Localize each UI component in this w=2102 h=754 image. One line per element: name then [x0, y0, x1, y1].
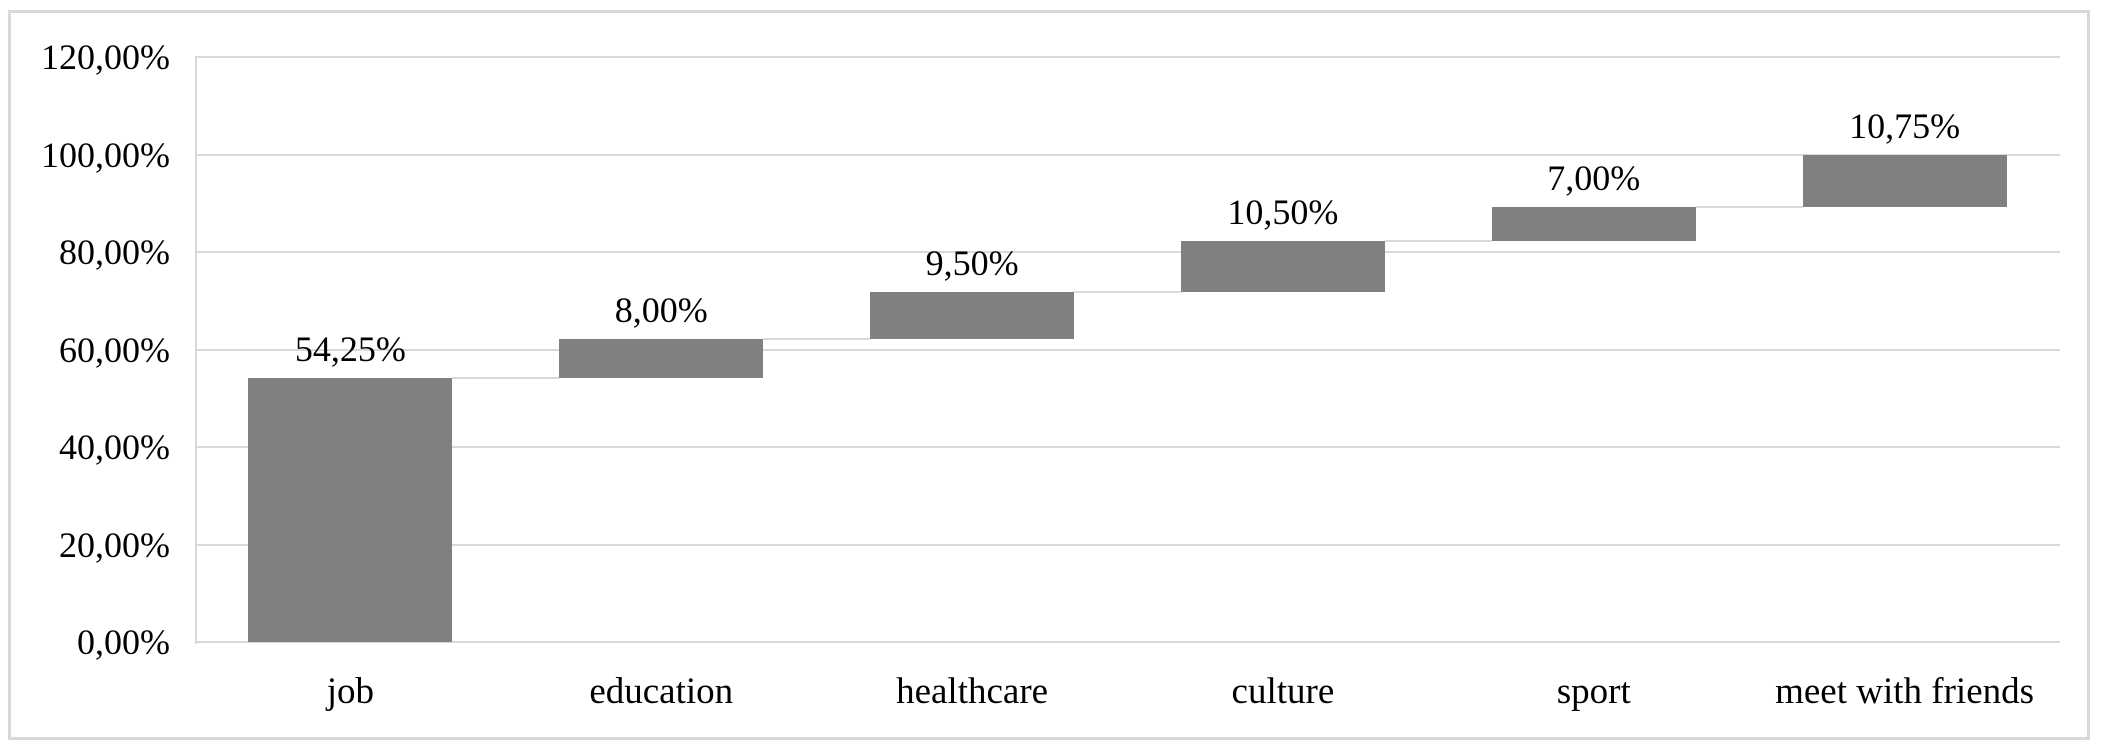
- waterfall-bar-meet-with-friends: [1802, 154, 2007, 207]
- connector-line: [763, 337, 871, 340]
- category-label: culture: [1231, 671, 1335, 712]
- gridline: [195, 543, 2060, 546]
- category-label: meet with friends: [1775, 671, 2035, 712]
- gridline: [195, 446, 2060, 448]
- connector-line: [452, 376, 560, 379]
- connector-line: [1384, 240, 1492, 243]
- category-label: education: [589, 671, 734, 712]
- y-tick-label: 60,00%: [59, 329, 170, 370]
- bar-data-label: 54,25%: [294, 328, 406, 369]
- bar-data-label: 9,50%: [925, 243, 1019, 284]
- gridline: [195, 251, 2060, 253]
- y-tick-label: 120,00%: [41, 37, 170, 77]
- waterfall-bar-education: [559, 338, 764, 378]
- connector-line: [1074, 291, 1181, 294]
- y-tick-label: 100,00%: [41, 134, 170, 175]
- gridline: [195, 56, 2060, 58]
- category-label: sport: [1556, 671, 1631, 712]
- gridline: [195, 348, 2060, 351]
- y-tick-label: 20,00%: [59, 524, 170, 565]
- category-label: job: [326, 671, 375, 712]
- gridline: [195, 153, 2060, 156]
- category-label: healthcare: [896, 671, 1049, 712]
- bar-data-label: 10,50%: [1227, 192, 1339, 233]
- waterfall-bar-sport: [1491, 206, 1696, 242]
- y-tick-label: 40,00%: [59, 427, 170, 467]
- y-tick-label: 0,00%: [77, 622, 170, 662]
- waterfall-bar-healthcare: [870, 292, 1075, 339]
- plot-area: 54,25% 8,00% 9,50% 10,50% 7,00% 10,75%: [195, 56, 2060, 643]
- connector-line: [1695, 205, 1803, 208]
- waterfall-bar-job: [248, 377, 453, 642]
- y-axis-line: [195, 57, 197, 644]
- bar-data-label: 10,75%: [1849, 105, 1961, 146]
- bar-data-label: 7,00%: [1547, 157, 1641, 198]
- gridline: [195, 641, 2060, 643]
- bar-data-label: 8,00%: [614, 289, 708, 330]
- waterfall-bar-culture: [1180, 241, 1385, 293]
- y-tick-label: 80,00%: [59, 232, 170, 272]
